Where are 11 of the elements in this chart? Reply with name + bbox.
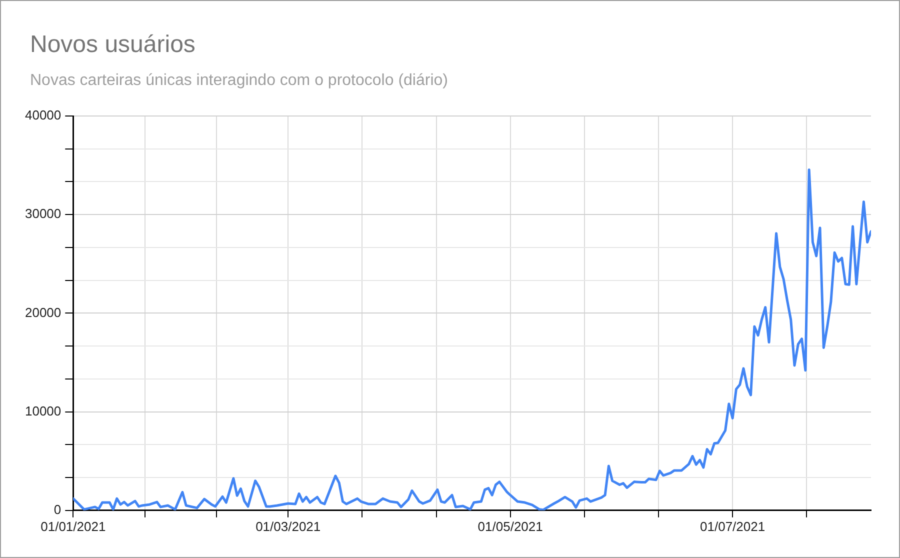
chart-subtitle: Novas carteiras únicas interagindo com o protocolo (diário): [30, 72, 448, 90]
x-tick-label: 01/01/2021: [40, 518, 106, 534]
y-tick-label: 20000: [24, 304, 62, 320]
y-tick-label: 40000: [24, 108, 62, 123]
y-tick-label: 30000: [24, 206, 62, 222]
y-tick-label: 10000: [24, 403, 62, 418]
x-tick-label: 01/05/2021: [478, 518, 543, 534]
x-tick-label: 01/03/2021: [256, 518, 321, 534]
y-tick-label: 0: [54, 502, 62, 517]
chart-title: Novos usuários: [30, 31, 196, 59]
x-tick-label: 01/07/2021: [700, 518, 766, 534]
